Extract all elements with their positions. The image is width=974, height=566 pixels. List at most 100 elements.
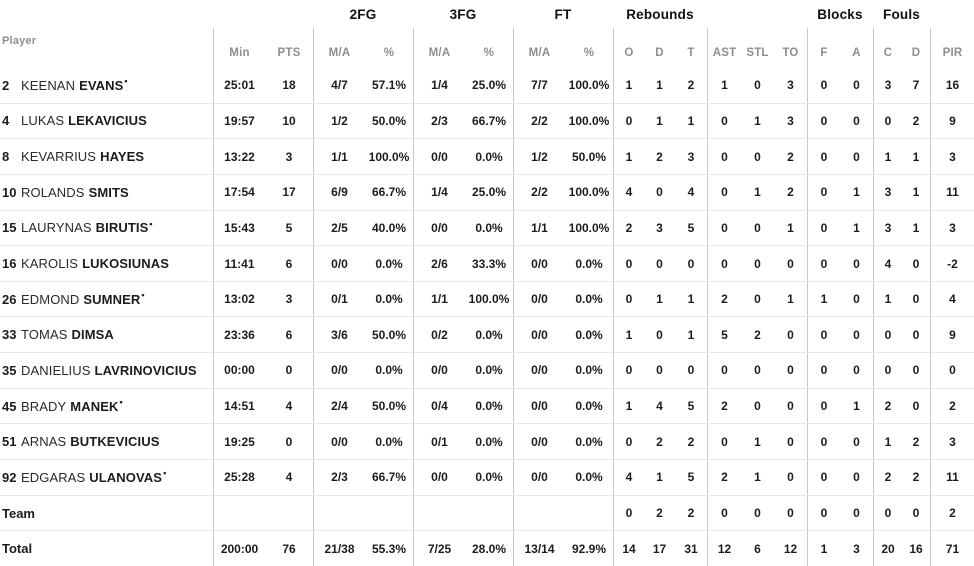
stat-cell: 0.0% bbox=[375, 292, 403, 307]
stat-cell: 0 bbox=[912, 506, 920, 520]
player-name-cell[interactable]: 4 LUKAS LEKAVICIUS bbox=[0, 104, 213, 139]
player-first-name: TOMAS bbox=[21, 327, 68, 343]
player-name-cell[interactable]: 15 LAURYNAS BIRUTIS • bbox=[0, 211, 213, 246]
column-header-pir: PIR bbox=[930, 28, 974, 68]
player-name-cell[interactable]: 2 KEENAN EVANS • bbox=[0, 68, 213, 103]
stat-cell: 0/1 bbox=[413, 424, 465, 460]
stat-cell: 1 bbox=[707, 68, 741, 103]
stat-cell: 40.0% bbox=[371, 220, 407, 235]
column-header-d: D bbox=[655, 47, 664, 59]
stat-cell: 4 bbox=[873, 246, 902, 281]
stat-cell: 1/1 bbox=[413, 281, 465, 317]
stat-cell: 0/0 bbox=[513, 246, 565, 281]
stat-cell: 3 bbox=[930, 139, 974, 174]
team-row-label: Team bbox=[2, 505, 35, 521]
stat-cell: 25.0% bbox=[471, 78, 507, 93]
stat-cell: 0 bbox=[807, 388, 840, 424]
player-name-cell[interactable]: 35 DANIELIUS LAVRINOVICIUS bbox=[0, 353, 213, 388]
stat-cell: 23:36 bbox=[213, 317, 265, 353]
group-header: Blocks bbox=[817, 6, 863, 22]
stat-cell: 1/2 bbox=[513, 139, 565, 174]
stat-cell: 0 bbox=[912, 399, 920, 414]
stat-cell: 0.0% bbox=[475, 434, 503, 449]
player-name-cell[interactable]: 16 KAROLIS LUKOSIUNAS bbox=[0, 246, 213, 281]
stat-cell: 1/1 bbox=[313, 139, 365, 174]
player-first-name: KEENAN bbox=[21, 77, 76, 93]
stat-cell: 2/6 bbox=[413, 246, 465, 281]
stat-cell: 2/5 bbox=[313, 210, 365, 246]
player-row: 45 BRADY MANEK • 14:51 4 2/4 50.0% 0/4 0.0% 0/0 0.0… bbox=[0, 387, 974, 424]
stat-cell: 0/0 bbox=[513, 353, 565, 388]
stat-cell: 0 bbox=[853, 470, 860, 485]
stat-cell: 0 bbox=[787, 256, 794, 271]
column-header-a: A bbox=[852, 47, 861, 59]
stat-cell: 16 bbox=[930, 68, 974, 103]
stat-cell: 12 bbox=[783, 541, 798, 556]
stat-cell: 57.1% bbox=[371, 78, 407, 93]
stat-cell: 0 bbox=[687, 363, 695, 378]
stat-cell: 20 bbox=[873, 531, 902, 566]
player-name-cell[interactable]: 26 EDMOND SUMNER • bbox=[0, 282, 213, 317]
stat-cell: 2 bbox=[787, 149, 794, 164]
stat-cell: 0 bbox=[656, 185, 663, 200]
player-name-cell[interactable]: 45 BRADY MANEK • bbox=[0, 389, 213, 424]
stat-cell: 4 bbox=[930, 281, 974, 317]
stat-cell: 0 bbox=[687, 256, 695, 271]
player-number: 16 bbox=[2, 256, 17, 272]
column-header-pts: PTS bbox=[277, 47, 301, 59]
stat-cell: 1 bbox=[912, 220, 920, 235]
player-first-name: ROLANDS bbox=[21, 184, 85, 200]
stat-cell: 0 bbox=[912, 363, 920, 378]
stat-cell: 0 bbox=[873, 353, 902, 388]
stat-cell: 0.0% bbox=[475, 149, 503, 164]
player-last-name: BUTKEVICIUS bbox=[70, 434, 160, 450]
stat-cell: 19:25 bbox=[213, 424, 265, 460]
stat-cell: 17 bbox=[652, 541, 667, 556]
stat-cell: 6/9 bbox=[313, 174, 365, 210]
stat-cell: 5 bbox=[687, 220, 695, 235]
player-row: 92 EDGARAS ULANOVAS • 25:28 4 2/3 66.7% 0/0 0.0% 0… bbox=[0, 459, 974, 495]
stat-cell: 0 bbox=[873, 495, 902, 531]
column-header-stl: STL bbox=[746, 47, 769, 59]
player-name-cell[interactable]: 92 EDGARAS ULANOVAS • bbox=[0, 460, 213, 495]
player-name-cell[interactable]: 10 ROLANDS SMITS bbox=[0, 175, 213, 210]
stat-cell: 200:00 bbox=[213, 531, 265, 566]
player-last-name: EVANS bbox=[79, 77, 124, 93]
player-row: 4 LUKAS LEKAVICIUS 19:57 10 1/2 50.0% 2/3 66.7% 2… bbox=[0, 102, 974, 139]
player-number: 15 bbox=[2, 220, 17, 236]
stat-cell: 0 bbox=[613, 495, 644, 531]
stat-cell: 1 bbox=[754, 470, 761, 485]
player-name-cell[interactable]: 33 TOMAS DIMSA bbox=[0, 317, 213, 352]
stat-cell: 0 bbox=[613, 353, 644, 388]
stat-cell: 0.0% bbox=[575, 292, 603, 307]
stat-cell: 1 bbox=[853, 220, 860, 235]
stat-cell: 3 bbox=[930, 424, 974, 460]
stat-cell: 0/2 bbox=[413, 317, 465, 353]
stat-cell: 1 bbox=[754, 185, 761, 200]
player-first-name: LAURYNAS bbox=[21, 220, 92, 236]
stat-cell: 0 bbox=[853, 506, 860, 520]
stat-cell: 13:22 bbox=[213, 139, 265, 174]
column-header-ma: M/A bbox=[513, 28, 565, 68]
column-header-ast: AST bbox=[707, 28, 741, 68]
player-last-name: LUKOSIUNAS bbox=[82, 256, 170, 272]
stat-cell: 31 bbox=[684, 541, 698, 556]
stat-cell: 0 bbox=[853, 327, 860, 342]
stat-cell: 4 bbox=[687, 185, 695, 200]
stat-cell: 1 bbox=[613, 68, 644, 103]
starter-mark: • bbox=[119, 397, 123, 408]
stat-cell: 4 bbox=[613, 174, 644, 210]
column-header-d: D bbox=[911, 47, 921, 59]
stat-cell: 2 bbox=[687, 434, 695, 449]
player-name-cell[interactable]: 51 ARNAS BUTKEVICIUS bbox=[0, 424, 213, 459]
stat-cell: 0 bbox=[853, 78, 860, 93]
stat-cell: 1 bbox=[656, 470, 663, 485]
stat-cell: 0.0% bbox=[575, 256, 603, 271]
stat-cell: 3 bbox=[873, 68, 902, 103]
group-header: Fouls bbox=[883, 6, 920, 22]
column-header-: % bbox=[583, 47, 595, 59]
player-first-name: DANIELIUS bbox=[21, 362, 91, 378]
stat-cell: 0 bbox=[873, 103, 902, 139]
player-name-cell[interactable]: 8 KEVARRIUS HAYES bbox=[0, 139, 213, 174]
